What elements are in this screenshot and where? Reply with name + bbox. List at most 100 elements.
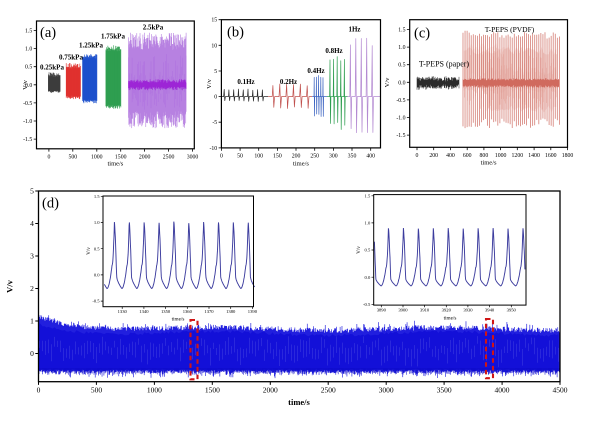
svg-text:-0.5: -0.5 <box>23 101 32 107</box>
svg-text:V/v: V/v <box>86 247 92 255</box>
svg-text:V/v: V/v <box>22 79 29 90</box>
svg-text:0.0: 0.0 <box>365 275 371 280</box>
svg-text:(a): (a) <box>40 25 56 41</box>
svg-text:0.4Hz: 0.4Hz <box>307 67 324 75</box>
svg-text:1.75kPa: 1.75kPa <box>101 33 125 41</box>
svg-text:3500: 3500 <box>437 386 452 395</box>
svg-text:1.25kPa: 1.25kPa <box>79 42 103 50</box>
svg-text:-1.5: -1.5 <box>396 133 405 139</box>
svg-text:-0.5: -0.5 <box>396 98 405 104</box>
svg-text:0.0: 0.0 <box>25 83 32 89</box>
svg-text:5: 5 <box>214 69 217 75</box>
svg-text:1330: 1330 <box>118 309 128 314</box>
svg-text:(b): (b) <box>227 25 244 41</box>
svg-text:(c): (c) <box>414 26 430 42</box>
svg-text:time/s: time/s <box>481 160 497 167</box>
svg-text:0.5: 0.5 <box>365 248 371 253</box>
svg-text:0.2Hz: 0.2Hz <box>280 78 297 86</box>
svg-text:3930: 3930 <box>463 307 473 312</box>
svg-text:500: 500 <box>68 155 77 161</box>
svg-text:1.0: 1.0 <box>365 221 371 226</box>
svg-text:2500: 2500 <box>163 155 175 161</box>
svg-text:1000: 1000 <box>147 386 162 395</box>
svg-text:V/v: V/v <box>384 77 391 88</box>
svg-text:250: 250 <box>310 154 319 160</box>
svg-text:3920: 3920 <box>442 307 452 312</box>
svg-text:0.5: 0.5 <box>25 65 32 71</box>
svg-text:10: 10 <box>211 43 217 49</box>
svg-text:-10: -10 <box>209 146 217 152</box>
svg-text:15: 15 <box>211 18 217 24</box>
svg-text:1200: 1200 <box>512 153 524 159</box>
svg-text:1800: 1800 <box>562 153 574 159</box>
svg-text:1500: 1500 <box>115 155 127 161</box>
svg-text:400: 400 <box>446 153 455 159</box>
svg-text:-0.5: -0.5 <box>92 299 100 304</box>
svg-text:3950: 3950 <box>507 307 517 312</box>
svg-text:-1.0: -1.0 <box>396 116 405 122</box>
svg-text:0: 0 <box>30 349 34 358</box>
svg-text:1.5: 1.5 <box>398 28 405 34</box>
svg-text:V/v: V/v <box>5 279 15 293</box>
svg-text:0: 0 <box>37 386 41 395</box>
svg-text:350: 350 <box>348 154 357 160</box>
svg-text:1000: 1000 <box>91 155 103 161</box>
svg-text:-1.0: -1.0 <box>23 119 32 125</box>
svg-text:3900: 3900 <box>398 307 408 312</box>
svg-text:0.25kPa: 0.25kPa <box>40 64 64 72</box>
svg-text:3890: 3890 <box>377 307 387 312</box>
svg-text:600: 600 <box>463 153 472 159</box>
svg-text:0.0: 0.0 <box>398 80 405 86</box>
svg-text:V/v: V/v <box>356 246 362 254</box>
svg-text:400: 400 <box>366 154 375 160</box>
svg-text:0: 0 <box>214 95 217 101</box>
svg-text:2000: 2000 <box>139 155 151 161</box>
svg-text:1350: 1350 <box>161 309 171 314</box>
svg-text:0: 0 <box>220 154 223 160</box>
svg-text:1500: 1500 <box>205 386 220 395</box>
svg-text:0.5: 0.5 <box>94 246 100 251</box>
svg-text:1.5: 1.5 <box>25 29 32 35</box>
svg-text:T-PEPS (PVDF): T-PEPS (PVDF) <box>485 25 535 34</box>
svg-text:T-PEPS (paper): T-PEPS (paper) <box>419 60 469 69</box>
svg-text:3910: 3910 <box>420 307 430 312</box>
svg-text:2500: 2500 <box>321 386 336 395</box>
svg-text:3000: 3000 <box>187 155 199 161</box>
svg-text:time/s: time/s <box>288 397 310 407</box>
svg-text:time/s: time/s <box>172 317 185 323</box>
svg-text:4000: 4000 <box>495 386 510 395</box>
svg-text:100: 100 <box>254 154 263 160</box>
svg-text:1380: 1380 <box>226 309 236 314</box>
svg-text:0.75kPa: 0.75kPa <box>59 54 83 62</box>
svg-text:3940: 3940 <box>485 307 495 312</box>
svg-text:1000: 1000 <box>495 153 507 159</box>
svg-text:1.0: 1.0 <box>94 220 100 225</box>
svg-text:800: 800 <box>480 153 489 159</box>
svg-text:1360: 1360 <box>183 309 193 314</box>
svg-text:1.0: 1.0 <box>398 45 405 51</box>
svg-text:-0.5: -0.5 <box>363 302 371 307</box>
svg-text:1390: 1390 <box>248 309 258 314</box>
svg-text:0.8Hz: 0.8Hz <box>325 47 342 55</box>
svg-text:2000: 2000 <box>263 386 278 395</box>
svg-text:(d): (d) <box>42 196 59 212</box>
svg-text:200: 200 <box>429 153 438 159</box>
svg-text:50: 50 <box>237 154 243 160</box>
svg-text:2: 2 <box>30 284 34 293</box>
svg-text:2.5kPa: 2.5kPa <box>143 24 164 32</box>
svg-text:0: 0 <box>47 155 50 161</box>
svg-text:1.5: 1.5 <box>94 194 100 199</box>
svg-text:200: 200 <box>292 154 301 160</box>
svg-text:150: 150 <box>273 154 282 160</box>
svg-text:0.5: 0.5 <box>398 63 405 69</box>
svg-text:300: 300 <box>329 154 338 160</box>
svg-text:0: 0 <box>416 153 419 159</box>
svg-text:1400: 1400 <box>528 153 540 159</box>
svg-text:time/s: time/s <box>293 161 309 168</box>
svg-text:3: 3 <box>30 252 34 261</box>
svg-text:time/s: time/s <box>444 316 457 322</box>
svg-text:1370: 1370 <box>204 309 214 314</box>
svg-text:-1.5: -1.5 <box>23 137 32 143</box>
svg-text:0.0: 0.0 <box>94 273 100 278</box>
svg-text:1.0: 1.0 <box>25 47 32 53</box>
